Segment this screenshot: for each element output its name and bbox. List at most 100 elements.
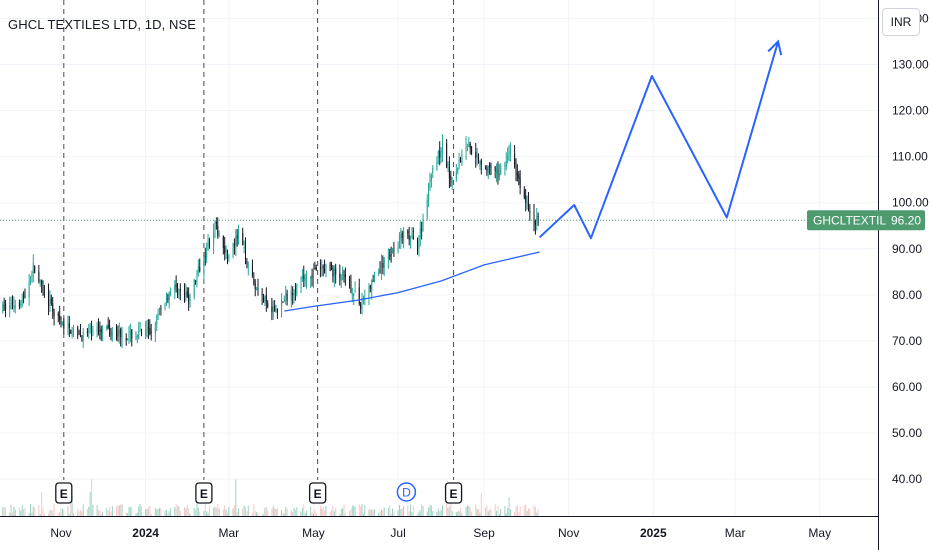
earnings-marker <box>55 482 73 504</box>
volume-bar <box>362 513 364 516</box>
candle-body <box>164 304 166 310</box>
price-tick-label: 80.00 <box>892 288 922 302</box>
candle-body <box>331 268 333 270</box>
candle-body <box>60 321 62 323</box>
projection-drawing[interactable] <box>538 39 783 240</box>
volume-bar <box>290 510 292 516</box>
volume-bar <box>185 508 187 516</box>
earnings-marker <box>308 482 327 504</box>
volume-bar <box>120 504 122 516</box>
currency-button[interactable]: INR <box>882 8 920 36</box>
volume-bar <box>267 509 269 516</box>
candle-body <box>508 150 510 157</box>
candle-body <box>89 327 91 329</box>
chart-title: GHCL TEXTILES LTD, 1D, NSE <box>8 17 197 32</box>
candle-body <box>97 325 99 332</box>
volume-bar <box>168 511 170 516</box>
candle-body <box>446 143 448 168</box>
volume-bar <box>507 508 509 516</box>
candle-body <box>96 327 98 334</box>
candle-body <box>138 330 140 339</box>
candle-body <box>504 165 506 168</box>
candle-body <box>43 292 45 294</box>
candle-body <box>448 166 450 179</box>
candle-body <box>274 305 276 312</box>
volume-bar <box>292 511 294 516</box>
candle-body <box>28 282 30 297</box>
candle-body <box>272 307 274 313</box>
volume-bar <box>380 509 382 516</box>
volume-bar <box>447 508 449 516</box>
volume-bar <box>354 506 356 516</box>
projection-path <box>538 41 780 240</box>
volume-bar <box>236 512 238 516</box>
volume-bar <box>170 507 172 516</box>
candle-body <box>476 154 478 157</box>
chart-grid <box>0 0 878 516</box>
volume-bar <box>186 505 188 516</box>
candle-body <box>408 235 410 241</box>
candle-body <box>290 290 292 301</box>
candle-body <box>77 327 79 330</box>
price-tick-label: 100.00 <box>892 196 929 210</box>
time-axis[interactable]: Nov 2024 Mar May Jul Sep Nov 2025 Mar May <box>0 516 878 541</box>
candle-body <box>465 145 467 153</box>
time-tick-label: Mar <box>219 526 240 540</box>
candle-body <box>2 304 4 312</box>
volume-bar <box>383 507 385 516</box>
candle-body <box>70 330 72 334</box>
volume-bar <box>390 513 392 516</box>
time-tick-label: 2025 <box>640 526 667 540</box>
candle-body <box>135 336 137 339</box>
moving-average-line <box>284 251 540 312</box>
candle-body <box>419 228 421 238</box>
volume-bar <box>364 505 366 516</box>
volume-bar <box>226 512 228 516</box>
volume-bar <box>533 504 535 516</box>
candle-body <box>300 276 302 284</box>
volume-bar <box>225 509 227 516</box>
volume-bar <box>335 507 337 516</box>
volume-bar <box>63 509 65 516</box>
candle-body <box>20 304 22 306</box>
volume-bar <box>537 508 539 516</box>
candle-body <box>150 332 152 334</box>
price-tick-label: 90.00 <box>892 242 922 256</box>
candle-body <box>362 299 364 302</box>
candle-body <box>314 267 316 269</box>
candle-body <box>121 336 123 340</box>
volume-bar <box>175 504 177 516</box>
candle-body <box>31 275 33 277</box>
volume-bar <box>322 506 324 516</box>
candle-body <box>509 152 511 154</box>
candle-body <box>536 216 538 223</box>
candle-body <box>5 303 7 311</box>
candle-body <box>401 232 403 238</box>
candle-body <box>196 274 198 282</box>
volume-bar <box>78 511 80 516</box>
volume-bar <box>351 505 353 516</box>
volume-bar <box>24 508 26 516</box>
candle-body <box>215 222 217 225</box>
volume-bar <box>10 504 12 516</box>
candle-body <box>411 235 413 237</box>
candle-body <box>534 220 536 225</box>
price-axis[interactable]: 40.00 50.00 60.00 70.00 80.00 90.00 100.00 110.… <box>878 0 930 550</box>
volume-bar <box>342 508 344 516</box>
volume-bar <box>314 508 316 516</box>
event-markers[interactable]: E E E ED <box>55 482 463 504</box>
volume-bar <box>486 505 488 516</box>
volume-bar <box>52 510 54 516</box>
volume-bar <box>349 510 351 516</box>
volume-bar <box>31 512 33 516</box>
volume-bar <box>468 505 470 516</box>
volume-bar <box>73 513 75 516</box>
candle-body <box>24 295 26 297</box>
candle-body <box>527 200 529 211</box>
volume-bar <box>340 509 342 516</box>
volume-bar <box>174 507 176 516</box>
volume-bar <box>514 512 516 516</box>
time-tick-label: Jul <box>390 526 405 540</box>
volume-bar <box>480 493 482 516</box>
